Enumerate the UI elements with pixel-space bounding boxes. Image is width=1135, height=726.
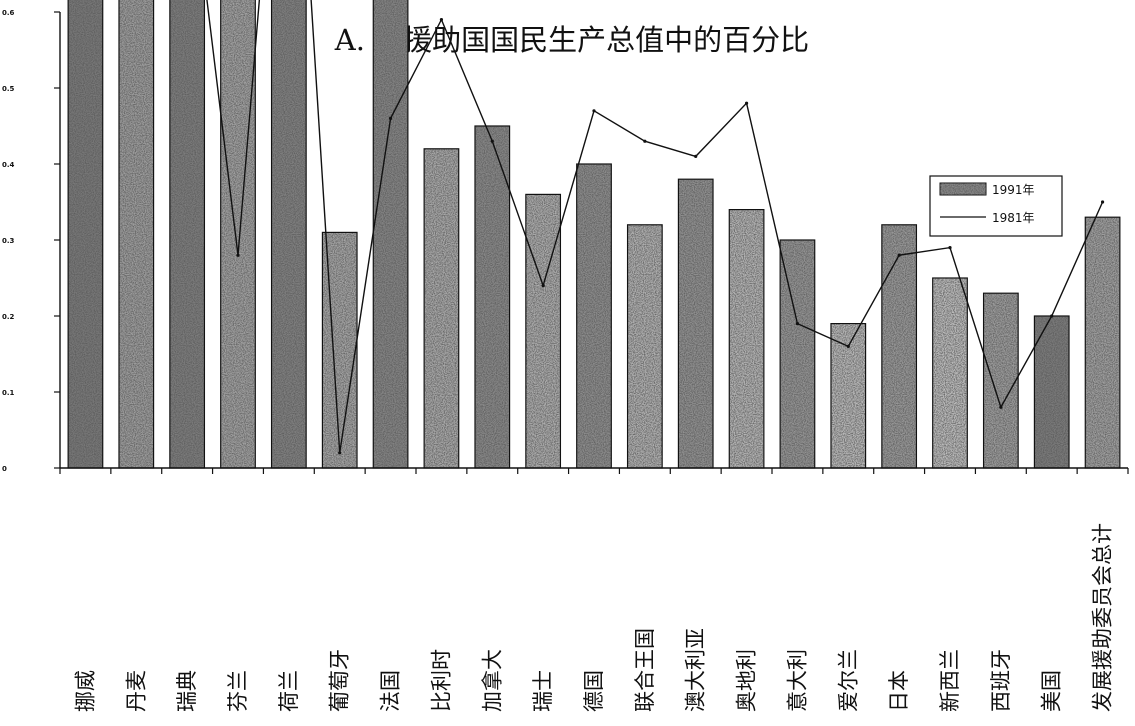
category-label: 德国 xyxy=(582,670,606,712)
category-labels: 挪威 丹麦 瑞典 芬兰 荷兰 葡萄牙 法国 比利时 加拿大 瑞士 德国 联合王国 澳大利亚 奥地利 意大利 爱… xyxy=(73,523,1114,712)
y-tick-label: 0.5 xyxy=(2,85,15,93)
line-1981-point xyxy=(897,253,901,257)
y-tick-label: 0.6 xyxy=(2,9,15,17)
line-1981-point xyxy=(388,116,393,120)
legend: 1991年 1981年 xyxy=(929,175,1063,237)
line-1981-point xyxy=(490,139,494,143)
bar-1991-texture xyxy=(475,126,509,468)
line-1981-point xyxy=(439,18,444,22)
bar-1991-texture xyxy=(729,210,764,468)
line-series-1981 xyxy=(206,0,1105,455)
category-label: 日本 xyxy=(887,670,911,712)
y-axis: 0 0.1 0.2 0.3 0.4 0.5 0.6 xyxy=(2,9,61,473)
category-label: 瑞典 xyxy=(175,670,199,712)
bar-1991-texture xyxy=(373,0,408,468)
bar-1991-texture xyxy=(984,293,1018,468)
category-label: 爱尔兰 xyxy=(836,649,860,712)
category-label: 澳大利亚 xyxy=(684,628,708,712)
line-1981-point xyxy=(1100,200,1105,204)
bar-1991-texture xyxy=(1035,316,1069,468)
x-axis xyxy=(59,467,1129,474)
line-1981-point xyxy=(744,101,749,105)
category-label: 荷兰 xyxy=(277,670,301,712)
bar-1991-texture xyxy=(424,149,459,468)
y-tick-label: 0.3 xyxy=(2,237,15,245)
category-label: 发展援助委员会总计 xyxy=(1091,523,1115,712)
line-1981-point xyxy=(948,246,952,250)
y-tick-label: 0.4 xyxy=(2,161,15,169)
category-label: 瑞士 xyxy=(531,670,555,712)
bar-1991-texture xyxy=(679,179,713,468)
bar-1991-texture xyxy=(831,324,865,468)
bar-1991-texture xyxy=(577,164,611,468)
category-label: 意大利 xyxy=(785,649,809,712)
category-label: 西班牙 xyxy=(989,649,1013,712)
chart-title: A. 占援助国国民生产总值中的百分比 xyxy=(334,23,809,57)
legend-label-1981: 1981年 xyxy=(992,211,1035,225)
line-1981-point xyxy=(795,322,800,326)
category-label: 奥地利 xyxy=(735,649,759,712)
line-1981-point xyxy=(1050,314,1054,318)
line-1981-point xyxy=(338,451,342,455)
line-1981-point xyxy=(694,154,698,158)
bar-1991-texture xyxy=(68,0,103,468)
y-tick-label: 0.1 xyxy=(2,389,15,397)
category-label: 美国 xyxy=(1040,670,1064,712)
bar-1991-texture xyxy=(882,225,916,468)
category-label: 加拿大 xyxy=(480,649,504,712)
category-label: 丹麦 xyxy=(124,670,148,712)
bar-1991-texture xyxy=(628,225,662,468)
category-label: 挪威 xyxy=(73,670,97,712)
y-tick-label: 0.2 xyxy=(2,313,15,321)
category-label: 芬兰 xyxy=(226,670,250,712)
bar-1991-texture xyxy=(526,195,560,468)
bar-1991-texture xyxy=(221,0,255,468)
category-label: 联合王国 xyxy=(633,628,657,712)
category-label: 比利时 xyxy=(429,649,453,712)
legend-label-1991: 1991年 xyxy=(992,183,1035,197)
bar-1991-texture xyxy=(119,0,153,468)
line-1981-point xyxy=(846,344,850,348)
category-label: 新西兰 xyxy=(938,649,962,712)
legend-swatch-1991-texture xyxy=(940,183,986,195)
bar-1991-texture xyxy=(272,0,306,468)
line-1981-point xyxy=(236,253,240,257)
category-label: 法国 xyxy=(379,670,403,712)
line-1981-point xyxy=(999,405,1003,409)
line-1981-point xyxy=(643,139,647,143)
bar-1991-texture xyxy=(170,0,204,468)
y-tick-label: 0 xyxy=(2,465,7,473)
category-label: 葡萄牙 xyxy=(328,649,352,712)
bar-1991-texture xyxy=(933,278,967,468)
line-1981-point xyxy=(592,109,596,113)
bar-1991-texture xyxy=(1085,217,1120,468)
line-1981-point xyxy=(541,284,545,288)
